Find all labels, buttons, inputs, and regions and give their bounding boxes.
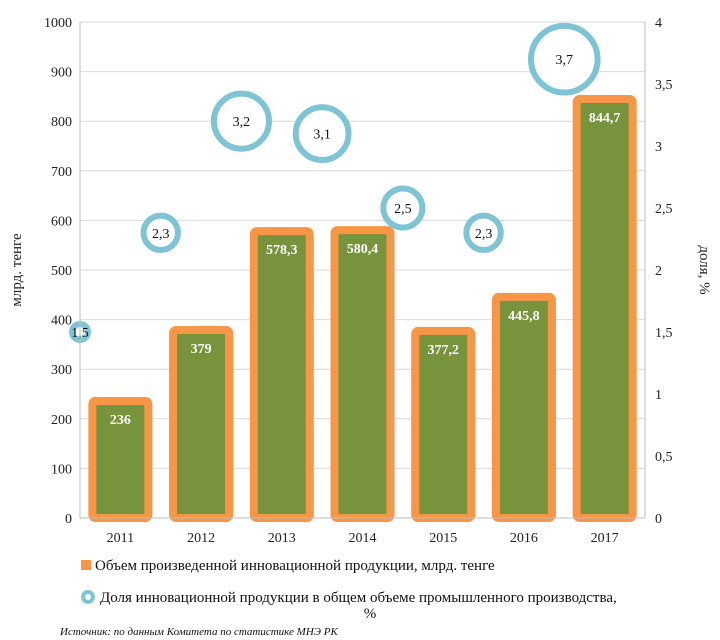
legend-bubble-swatch [81, 590, 95, 604]
bar-value-label: 236 [110, 413, 131, 428]
y-tick-label: 500 [51, 264, 72, 279]
x-tick-label: 2015 [429, 531, 457, 546]
y-tick-label: 1000 [44, 16, 72, 31]
bar-value-label: 578,3 [266, 243, 298, 258]
y-tick-label: 400 [51, 314, 72, 329]
x-tick-label: 2013 [268, 531, 296, 546]
bar [411, 326, 476, 523]
bar [491, 292, 556, 523]
bar-value-label: 377,2 [427, 343, 459, 358]
legend-bar-swatch [81, 560, 91, 570]
bubble-value-label: 2,5 [394, 202, 412, 217]
y-tick-label: 100 [51, 462, 72, 477]
bubble [210, 90, 272, 152]
bar [249, 227, 314, 522]
bubble [292, 104, 352, 164]
bubble [380, 185, 426, 231]
bar [330, 226, 395, 522]
y-tick-label: 200 [51, 413, 72, 428]
legend-bubble-label-line2: % [364, 606, 377, 622]
source-note: Источник: по данным Комитета по статисти… [59, 626, 338, 638]
y-tick-label: 700 [51, 165, 72, 180]
y-tick-label: 300 [51, 363, 72, 378]
y-axis-title: млрд. тенге [9, 233, 25, 307]
y2-tick-label: 3,5 [655, 78, 673, 93]
bubble [140, 212, 181, 254]
y2-tick-label: 4 [655, 16, 662, 31]
bar [169, 326, 234, 522]
y2-tick-label: 2 [655, 264, 662, 279]
bubble [527, 22, 601, 96]
bubble-value-label: 3,7 [556, 53, 574, 68]
x-tick-label: 2016 [510, 531, 538, 546]
y2-tick-label: 1 [655, 388, 662, 403]
x-tick-label: 2017 [591, 531, 619, 546]
y2-tick-label: 1,5 [655, 326, 673, 341]
bar-value-label: 445,8 [508, 309, 540, 324]
legend-bubble-label-line1: Доля инновационной продукции в общем объ… [100, 590, 617, 606]
x-tick-label: 2012 [187, 531, 215, 546]
y2-tick-label: 0,5 [655, 450, 673, 465]
y2-tick-label: 3 [655, 140, 662, 155]
y-tick-label: 800 [51, 115, 72, 130]
bubble-value-label: 3,1 [313, 128, 331, 143]
y-tick-label: 0 [65, 512, 72, 527]
bar-value-label: 580,4 [347, 242, 379, 257]
x-tick-label: 2011 [107, 531, 134, 546]
y2-tick-label: 2,5 [655, 202, 673, 217]
legend-bar-label: Объем произведенной инновационной продук… [95, 558, 495, 574]
y2-axis-title: доля, % [696, 245, 712, 294]
axes: 0 100 200 300 400 500 600 700 800 900 1000 0 0,5 1 1,5… [44, 16, 673, 546]
x-tick-label: 2014 [349, 531, 377, 546]
bubbles: 1,52,33,23,12,52,33,7 [69, 22, 601, 343]
y-tick-label: 900 [51, 66, 72, 81]
bar-value-label: 844,7 [589, 111, 621, 126]
bubble-value-label: 2,3 [152, 227, 170, 242]
y2-tick-label: 0 [655, 512, 662, 527]
bubble-value-label: 3,2 [233, 115, 251, 130]
bubble [463, 212, 504, 254]
bars: 236 379 578,3 580,4 377,2 445,8 844,7 [88, 95, 637, 523]
bar [572, 95, 637, 522]
bar-value-label: 379 [191, 342, 212, 357]
bubble-value-label: 2,3 [475, 227, 493, 242]
legend: Объем произведенной инновационной продук… [81, 558, 617, 622]
y-tick-label: 600 [51, 214, 72, 229]
